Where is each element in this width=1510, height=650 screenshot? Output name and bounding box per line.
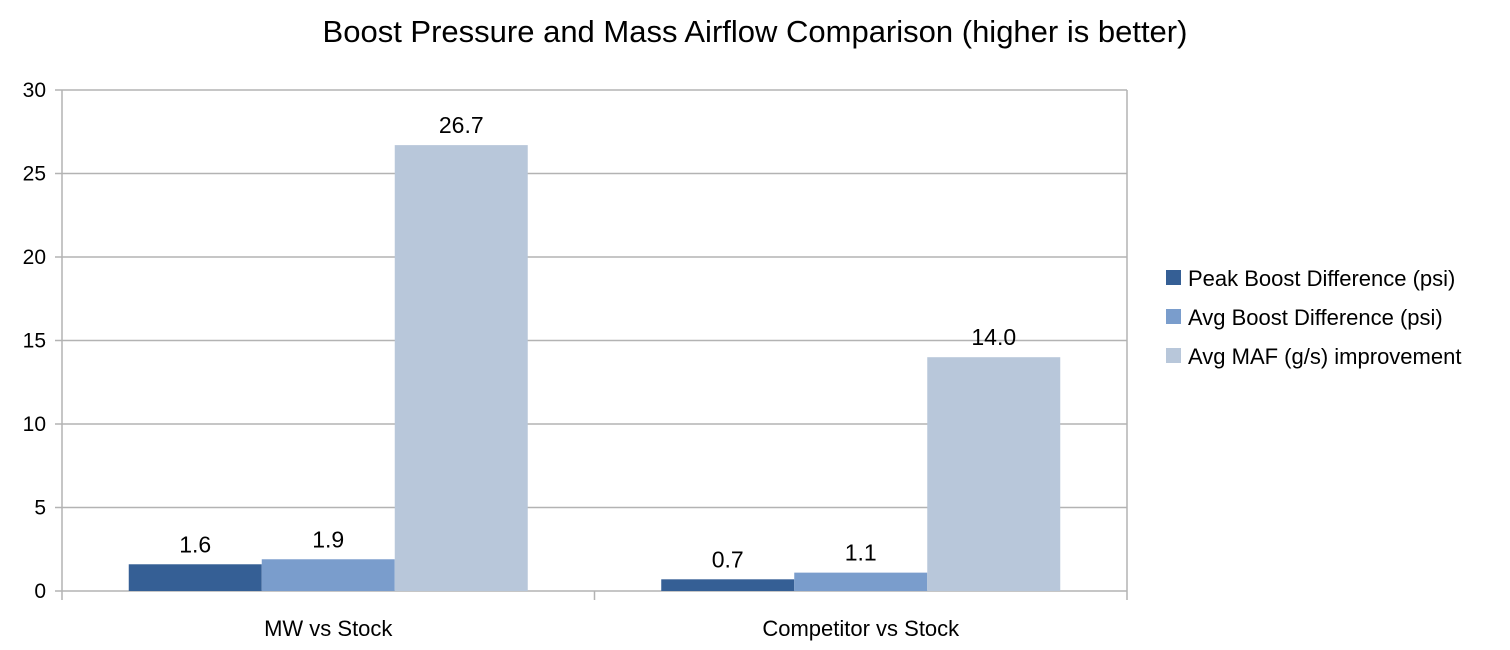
y-tick-label: 25 <box>23 163 46 186</box>
legend: Peak Boost Difference (psi) Avg Boost Dif… <box>1166 266 1461 369</box>
legend-swatch <box>1166 270 1181 285</box>
legend-swatch <box>1166 348 1181 363</box>
legend-label: Avg MAF (g/s) improvement <box>1188 344 1461 369</box>
data-label: 26.7 <box>439 112 484 138</box>
y-tick-label: 10 <box>23 413 46 436</box>
x-category-label: MW vs Stock <box>264 616 393 641</box>
bar <box>128 564 262 591</box>
y-tick-label: 15 <box>23 330 46 353</box>
bars <box>128 145 1061 592</box>
x-category-label: Competitor vs Stock <box>762 616 960 641</box>
y-tick-label: 20 <box>23 246 46 269</box>
bar <box>927 357 1061 591</box>
legend-label: Peak Boost Difference (psi) <box>1188 266 1455 291</box>
y-tick-label: 30 <box>23 79 46 102</box>
bar <box>394 145 528 592</box>
bar <box>261 559 395 591</box>
data-label: 0.7 <box>712 546 744 572</box>
legend-swatch <box>1166 309 1181 324</box>
y-tick-label: 0 <box>34 580 46 603</box>
data-label: 14.0 <box>971 324 1016 350</box>
data-label: 1.6 <box>179 531 211 557</box>
bar <box>661 579 795 591</box>
bar <box>794 572 928 591</box>
y-axis: 0 5 10 15 20 25 30 <box>23 79 1128 603</box>
chart-title: Boost Pressure and Mass Airflow Comparis… <box>323 14 1188 49</box>
data-labels: 1.6 1.9 26.7 0.7 1.1 14.0 <box>179 112 1016 572</box>
x-axis: MW vs Stock Competitor vs Stock <box>61 590 1128 641</box>
data-label: 1.9 <box>312 526 344 552</box>
legend-label: Avg Boost Difference (psi) <box>1188 305 1443 330</box>
y-tick-label: 5 <box>34 497 46 520</box>
data-label: 1.1 <box>845 540 877 566</box>
